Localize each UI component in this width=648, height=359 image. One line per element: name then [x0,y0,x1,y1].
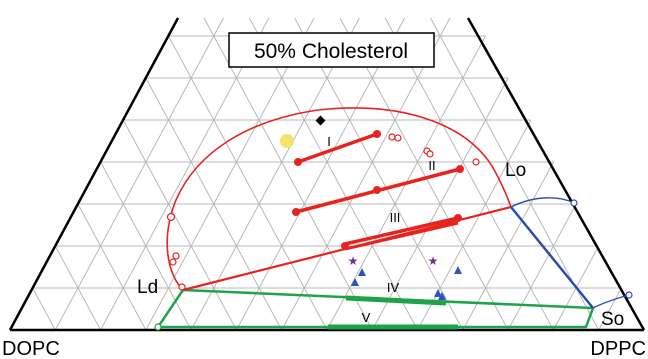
open-point [172,252,180,260]
grid-line [598,287,622,331]
so-curve [592,294,630,309]
region-label-iii: III [390,210,401,225]
star-marker: ★ [428,254,439,268]
grid-line [281,17,451,331]
region-label-i: I [327,134,331,149]
boundary-open-points [166,133,480,291]
open-point [178,283,186,291]
phase-label-so: So [601,309,624,330]
grid-line [145,77,283,331]
grid-line [203,17,373,331]
diamond-marker [315,115,326,126]
grid-line [54,245,102,331]
phase-label-ld: Ld [137,277,158,298]
vertex-label-dppc: DPPC [590,338,646,359]
so-open-point [625,291,633,299]
tie-line-endpoints [292,130,464,250]
open-point [169,258,177,266]
region-label-iv: IV [387,280,400,295]
triangle-markers [351,266,462,300]
grid-line [235,17,406,331]
open-point [426,150,434,158]
region-label-v: V [362,310,371,325]
grid-line [77,203,147,331]
triangle-left-side [8,17,180,331]
lo-so-open-point [570,199,578,207]
ld-so-region-outline [155,288,595,329]
grid-line [507,203,577,331]
grid-line [339,17,509,331]
grid-line [32,287,56,331]
tie-line-iii-lower [344,221,459,251]
open-point [472,158,480,166]
grid-line [371,77,509,331]
endpoint-marker [373,186,381,194]
grid-line [430,17,600,331]
ld-so-region [154,288,595,331]
highlighted-point [280,134,294,148]
title-box [228,32,435,68]
tie-line-i [297,132,378,164]
diagram-title: 50% Cholesterol [254,40,408,63]
tie-line-iii [344,216,459,246]
triangle-marker [351,278,359,286]
ld-so-tie-line [345,295,447,306]
phase-label-lo: Lo [505,160,526,181]
grid-line [54,17,224,331]
grid-line [168,35,328,331]
grid-line [122,119,237,331]
star-marker: ★ [348,254,359,268]
grid-line [100,17,270,331]
lo-so-upper-curve [510,197,575,208]
ld-lo-boundary-curve [166,107,512,291]
open-point [166,212,176,222]
triangle-marker [438,292,446,300]
lo-so-tie-line [510,206,594,309]
open-point [394,134,402,142]
ld-so-open-point [154,323,162,331]
triangle-right-side [466,17,646,331]
star-markers: ★ ★ [348,254,439,268]
endpoint-marker [373,130,381,138]
grid-line [190,17,360,331]
grid-line [248,17,419,331]
endpoint-marker [341,242,349,250]
grid-line [294,17,464,331]
endpoint-marker [454,214,462,222]
region-label-ii: II [428,158,435,173]
lo-so-boundary [510,197,633,309]
endpoint-marker [456,165,464,173]
vertex-label-dopc: DOPC [2,338,60,359]
open-point [388,133,396,141]
endpoint-marker [292,208,300,216]
grid-line [384,17,554,331]
ternary-grid [32,17,622,331]
triangle-marker [358,268,366,276]
triangle-marker [434,289,442,297]
triangle-marker [454,266,462,274]
endpoint-marker [294,158,302,166]
